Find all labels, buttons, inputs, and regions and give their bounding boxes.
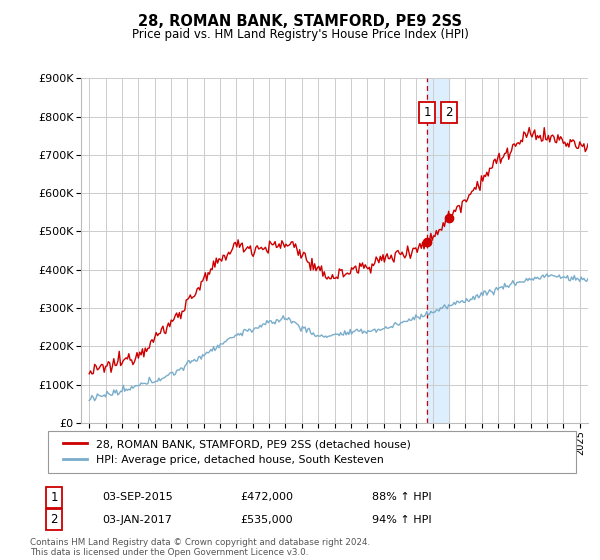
Text: 28, ROMAN BANK, STAMFORD, PE9 2SS: 28, ROMAN BANK, STAMFORD, PE9 2SS [138,14,462,29]
Text: £472,000: £472,000 [240,492,293,502]
Bar [427,78,449,423]
Text: 88% ↑ HPI: 88% ↑ HPI [372,492,431,502]
Text: 03-JAN-2017: 03-JAN-2017 [102,515,172,525]
Text: 03-SEP-2015: 03-SEP-2015 [102,492,173,502]
Text: £535,000: £535,000 [240,515,293,525]
Text: Contains HM Land Registry data © Crown copyright and database right 2024.
This d: Contains HM Land Registry data © Crown c… [30,538,370,557]
Text: 94% ↑ HPI: 94% ↑ HPI [372,515,431,525]
Text: 1: 1 [424,106,431,119]
Legend: 28, ROMAN BANK, STAMFORD, PE9 2SS (detached house), HPI: Average price, detached: 28, ROMAN BANK, STAMFORD, PE9 2SS (detac… [59,435,415,469]
Text: 2: 2 [445,106,453,119]
Text: 1: 1 [50,491,58,504]
Text: Price paid vs. HM Land Registry's House Price Index (HPI): Price paid vs. HM Land Registry's House … [131,28,469,41]
Text: 2: 2 [50,513,58,526]
